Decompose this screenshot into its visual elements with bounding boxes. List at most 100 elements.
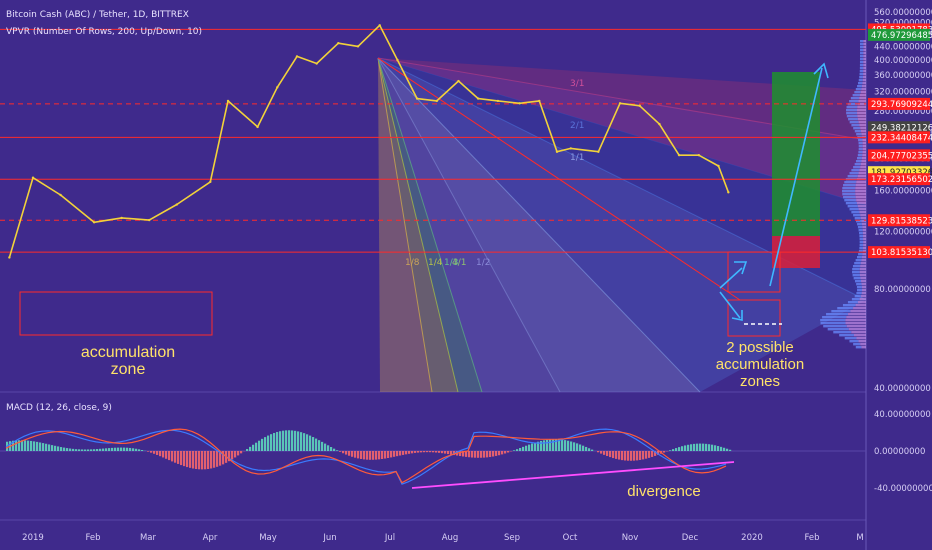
vpvr-bar-down — [857, 118, 866, 121]
macd-hist-bar — [189, 451, 192, 468]
price-tick-label: 160.00000000 — [874, 186, 932, 196]
vpvr-bar-down — [863, 61, 866, 64]
macd-hist-bar — [609, 451, 612, 458]
vpvr-bar-down — [860, 127, 866, 130]
macd-hist-bar — [657, 451, 660, 455]
possible-zones-label-2: accumulation — [716, 356, 804, 373]
price-tick-label: 120.00000000 — [874, 227, 932, 237]
vpvr-bar-down — [860, 277, 866, 280]
price-tag-label: 204.77702355 — [871, 151, 932, 161]
macd-hist-bar — [516, 449, 519, 451]
fan-label: 1/1 — [570, 153, 584, 163]
macd-hist-bar — [261, 438, 264, 451]
macd-hist-bar — [273, 432, 276, 451]
price-tag-bg — [868, 121, 930, 134]
time-tick-label: Dec — [682, 533, 699, 543]
vpvr-bar-down — [858, 100, 866, 103]
macd-hist-bar — [420, 451, 423, 453]
vpvr-bar-up — [853, 127, 861, 130]
time-tick-label: Aug — [442, 533, 459, 543]
macd-hist-bar — [72, 448, 75, 451]
vpvr-bar-up — [853, 214, 861, 217]
macd-hist-bar — [96, 449, 99, 451]
vpvr-bar-up — [859, 43, 864, 46]
vpvr-bar-up — [859, 244, 864, 247]
vpvr-bar-down — [863, 46, 866, 49]
vpvr-bar-down — [862, 250, 866, 253]
vpvr-bar-down — [862, 229, 866, 232]
macd-hist-bar — [573, 442, 576, 451]
vpvr-bar-up — [854, 91, 861, 94]
fan-line — [377, 57, 433, 393]
vpvr-bar-down — [855, 193, 866, 196]
macd-hist-bar — [546, 439, 549, 451]
vpvr-bar-down — [862, 154, 866, 157]
vpvr-bar-down — [857, 112, 866, 115]
macd-hist-bar — [354, 451, 357, 458]
macd-hist-bar — [531, 443, 534, 451]
macd-hist-bar — [267, 435, 270, 451]
vpvr-bar-down — [862, 145, 866, 148]
macd-hist-bar — [411, 451, 414, 454]
price-point — [59, 193, 62, 197]
fan-label: 1/2 — [476, 258, 490, 268]
vpvr-bar-up — [859, 64, 864, 67]
macd-hist-bar — [348, 451, 351, 456]
macd-hist-bar — [414, 451, 417, 453]
macd-hist-bar — [507, 451, 510, 453]
price-point — [276, 86, 279, 89]
price-tag-bg — [868, 173, 930, 186]
macd-hist-bar — [582, 445, 585, 451]
vpvr-bar-up — [859, 73, 864, 76]
vpvr-bar-down — [861, 160, 866, 163]
divergence-line — [411, 461, 735, 489]
macd-hist-bar — [432, 451, 435, 453]
time-tick-label: Oct — [563, 533, 578, 543]
macd-hist-bar — [165, 451, 168, 459]
macd-hist-bar — [150, 451, 153, 453]
macd-hist-bar — [399, 451, 402, 456]
position-box — [772, 72, 820, 268]
macd-hist-bar — [123, 447, 126, 451]
vpvr-bar-up — [859, 70, 864, 73]
vpvr-bar-up — [858, 250, 863, 253]
price-point — [538, 99, 541, 103]
vpvr-bar-up — [856, 286, 862, 289]
macd-axis: 40.00000000 0.00000000 -40.00000000 — [874, 410, 932, 494]
vpvr-bar-up — [856, 133, 862, 136]
macd-hist-bar — [726, 448, 729, 451]
macd-hist-bar — [162, 451, 165, 458]
price-point — [597, 150, 600, 153]
vpvr-bar-down — [858, 208, 866, 211]
macd-hist-bar — [438, 451, 441, 453]
macd-hist-bar — [450, 451, 453, 455]
vpvr-bar-up — [858, 142, 863, 145]
macd-hist-bar — [633, 451, 636, 461]
time-tick-label: Feb — [804, 533, 819, 543]
macd-hist-bar — [486, 451, 489, 458]
vpvr-bar-down — [855, 190, 866, 193]
macd-hist-bar — [279, 431, 282, 451]
vpvr-bar-down — [855, 304, 866, 307]
price-point — [120, 216, 123, 220]
arrow-up-short — [719, 267, 743, 289]
signal-line — [5, 428, 727, 484]
price-point — [295, 55, 299, 58]
macd-hist-bar — [102, 448, 105, 451]
macd-hist-bar — [174, 451, 177, 463]
macd-hist-bar — [327, 445, 330, 451]
vpvr-bar-up — [820, 322, 846, 325]
macd-hist-bar — [129, 447, 132, 451]
vpvr-bar-up — [859, 76, 863, 79]
macd-hist-bar — [501, 451, 504, 455]
vpvr-bar-down — [858, 172, 866, 175]
price-point — [727, 191, 730, 194]
vpvr-bar-down — [856, 202, 866, 205]
vpvr-bar-down — [846, 316, 866, 319]
vpvr-bar-down — [860, 217, 866, 220]
macd-hist-bar — [705, 443, 708, 451]
vpvr-bar-down — [855, 184, 866, 187]
macd-hist-bar — [135, 448, 138, 451]
vpvr-bar-down — [861, 346, 866, 349]
